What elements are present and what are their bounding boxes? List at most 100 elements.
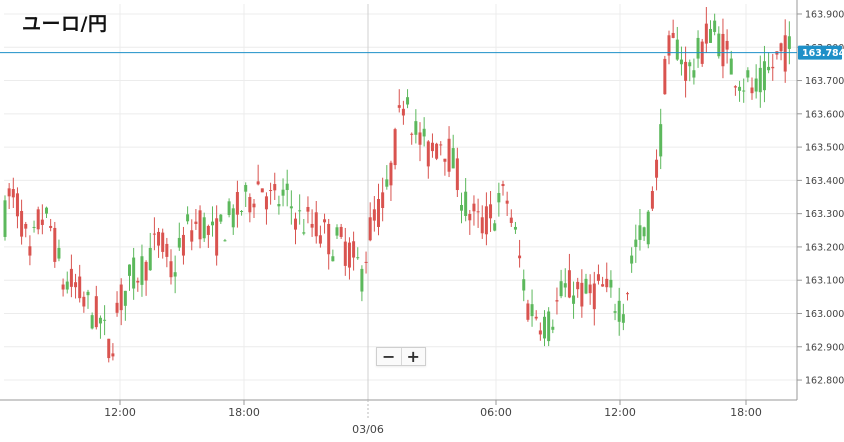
candle — [181, 226, 185, 265]
candle — [103, 305, 107, 336]
candle — [240, 209, 244, 216]
candle — [389, 160, 393, 202]
candle — [78, 264, 82, 303]
candle — [626, 291, 629, 301]
candle — [729, 50, 733, 75]
y-tick-label: 163.100 — [805, 276, 844, 287]
x-date-label: 03/06 — [352, 423, 384, 436]
candle — [111, 343, 115, 361]
zoom-in-button[interactable]: + — [406, 346, 420, 366]
candle — [40, 204, 44, 235]
candle — [314, 201, 318, 244]
candle — [601, 276, 605, 287]
zoom-out-button[interactable]: − — [377, 348, 402, 365]
candle — [771, 53, 775, 81]
candle — [123, 290, 127, 321]
candle — [493, 219, 497, 232]
candle — [107, 338, 111, 363]
candle — [704, 6, 708, 53]
candle — [157, 227, 161, 258]
candle — [190, 219, 194, 251]
y-tick-label: 163.300 — [805, 209, 844, 220]
candle — [57, 239, 61, 262]
candle — [397, 89, 401, 113]
candle — [140, 244, 144, 297]
candle — [505, 191, 509, 216]
candle — [20, 199, 24, 245]
candle — [646, 209, 650, 249]
candle — [173, 255, 177, 294]
candle — [742, 78, 746, 103]
candle — [464, 178, 468, 222]
candle — [596, 264, 600, 285]
candle — [534, 310, 538, 321]
candle — [692, 58, 696, 85]
candle — [406, 89, 410, 109]
candle — [484, 192, 488, 246]
y-tick-label: 163.600 — [805, 109, 844, 120]
current-price-label: 163.784 — [798, 45, 844, 60]
candle — [547, 307, 551, 347]
candle — [480, 205, 484, 239]
candle — [132, 247, 136, 300]
candle — [331, 249, 335, 262]
candle — [148, 232, 152, 271]
candle — [381, 177, 385, 222]
candle — [430, 133, 434, 158]
candle — [3, 195, 7, 241]
candle — [460, 192, 463, 224]
candle — [368, 202, 372, 242]
candle — [592, 271, 596, 326]
candle — [115, 291, 119, 317]
candle — [476, 198, 480, 228]
candle — [468, 209, 472, 235]
candle — [513, 221, 517, 234]
candle — [733, 85, 737, 96]
candle — [422, 117, 426, 147]
candle — [655, 149, 659, 191]
candle — [45, 206, 48, 218]
candle — [347, 237, 351, 280]
candle — [335, 224, 339, 239]
candle — [667, 30, 671, 65]
candle — [119, 278, 123, 326]
candle — [721, 18, 725, 79]
candle — [74, 273, 78, 299]
candle — [501, 180, 505, 196]
candle — [260, 188, 264, 193]
candle — [152, 217, 156, 251]
candle — [256, 164, 260, 186]
zoom-control: − + — [376, 347, 426, 366]
candle — [497, 182, 501, 217]
candle — [61, 278, 65, 297]
candle — [298, 194, 302, 225]
candle — [688, 59, 692, 82]
candle — [360, 265, 364, 302]
current-price-line: 163.784 — [0, 45, 844, 60]
candle — [32, 220, 36, 233]
candle — [198, 205, 202, 249]
candle — [352, 231, 356, 271]
candle — [306, 196, 310, 224]
candle — [281, 178, 285, 207]
candle — [414, 109, 418, 144]
candle — [82, 291, 86, 313]
candle — [310, 209, 314, 237]
candle — [289, 190, 293, 225]
candle — [783, 19, 787, 83]
candle — [302, 218, 306, 236]
candle — [372, 196, 376, 232]
candle — [277, 195, 281, 215]
candle — [410, 132, 414, 145]
candle — [451, 134, 455, 169]
y-tick-label: 163.200 — [805, 242, 844, 253]
candle — [169, 249, 173, 285]
candle — [323, 213, 327, 234]
candle — [746, 67, 750, 83]
candle — [165, 237, 169, 268]
candle — [177, 222, 181, 251]
candle — [767, 52, 771, 74]
y-tick-label: 162.900 — [805, 342, 844, 353]
candle — [53, 221, 57, 268]
candle — [343, 227, 347, 276]
